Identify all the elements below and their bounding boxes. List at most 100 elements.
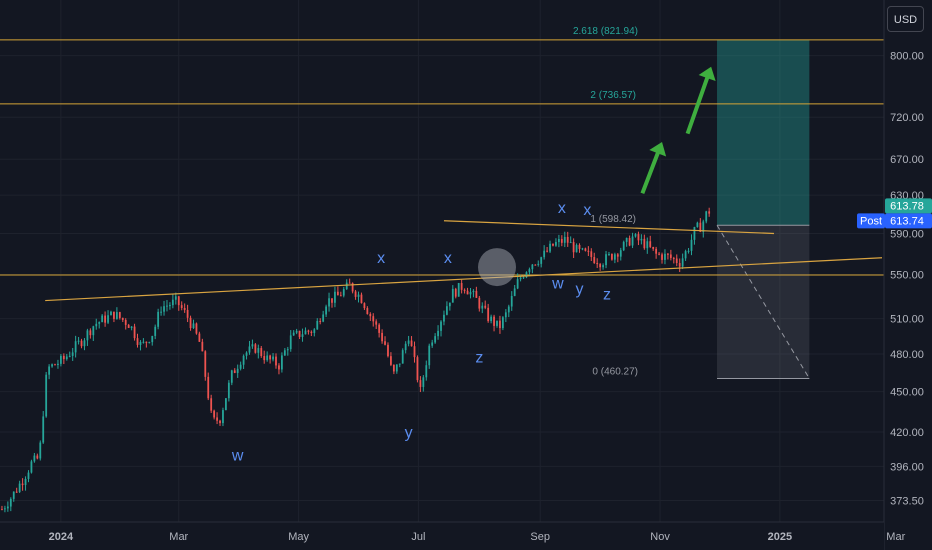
wave-label: z: [603, 286, 611, 303]
candle-body: [387, 344, 389, 357]
candle-body: [375, 321, 378, 325]
candle-body: [286, 349, 289, 351]
fib-label: 2 (736.57): [590, 90, 636, 101]
annotations: 2.618 (821.94) 2 (736.57) 1 (598.42) 0 (460…: [231, 26, 716, 464]
position-box: [716, 39, 810, 380]
candle-body: [466, 290, 469, 295]
candle-body: [186, 309, 189, 318]
wave-label: z: [475, 350, 483, 367]
candle-body: [207, 376, 210, 399]
candle-body: [446, 306, 448, 315]
candle-body: [611, 253, 613, 260]
candle-body: [378, 324, 381, 333]
candle-body: [667, 253, 669, 255]
candle-body: [490, 316, 493, 322]
candle-body: [30, 461, 33, 473]
candle-body: [693, 226, 696, 240]
candle-body: [549, 243, 551, 252]
candle-body: [499, 320, 501, 329]
candle-body: [280, 355, 283, 370]
candle-body: [278, 365, 280, 370]
y-tick-label: 720.00: [890, 112, 924, 124]
candle-body: [575, 244, 578, 253]
projection-dashed-line: [716, 224, 810, 379]
fib-label: 0 (460.27): [592, 367, 638, 378]
candle-body: [160, 311, 162, 313]
y-axis-background: [884, 0, 932, 550]
candle-body: [593, 257, 596, 264]
candle-body: [92, 326, 95, 336]
candle-body: [437, 330, 439, 337]
candle-body: [289, 335, 292, 350]
wave-label: w: [231, 447, 244, 464]
wave-label: w: [551, 275, 564, 292]
candle-body: [127, 324, 130, 328]
candle-body: [664, 253, 666, 260]
candle-body: [475, 290, 478, 298]
candle-body: [98, 322, 101, 324]
currency-button[interactable]: USD: [887, 6, 924, 32]
candle-body: [104, 315, 106, 323]
candle-body: [124, 319, 127, 325]
candle-body: [443, 314, 445, 322]
x-tick-label: Nov: [650, 531, 670, 543]
candle-body: [440, 321, 442, 331]
candle-body: [39, 442, 42, 459]
candle-body: [513, 288, 516, 296]
y-tick-label: 550.00: [890, 269, 924, 281]
candle-body: [345, 282, 348, 290]
candle-body: [522, 277, 525, 279]
y-tick-label: 590.00: [890, 228, 924, 240]
candle-body: [384, 341, 386, 345]
candle-body: [171, 299, 174, 306]
candle-body: [351, 283, 354, 292]
candle-body: [6, 506, 9, 509]
candle-body: [216, 417, 218, 421]
candle-body: [448, 302, 451, 307]
candle-body: [625, 237, 628, 242]
candle-body: [54, 364, 56, 366]
candle-body: [566, 236, 569, 243]
stop-zone: [717, 225, 810, 379]
candle-body: [307, 330, 310, 332]
candle-body: [219, 420, 221, 424]
candle-body: [590, 251, 593, 258]
candle-body: [236, 368, 239, 373]
candle-body: [4, 508, 6, 510]
candle-body: [552, 243, 554, 246]
candle-body: [313, 329, 316, 333]
candle-body: [254, 344, 257, 353]
candle-body: [68, 355, 71, 357]
candle-body: [528, 269, 531, 273]
candle-body: [543, 250, 546, 258]
candle-body: [360, 294, 363, 304]
candle-body: [130, 326, 133, 328]
candle-body: [12, 491, 15, 499]
candle-body: [407, 340, 410, 344]
candle-body: [15, 491, 18, 493]
candle-body: [83, 340, 86, 347]
candle-body: [257, 348, 260, 353]
candle-body: [71, 352, 74, 356]
trendline: [45, 257, 883, 302]
highlight-circle: [478, 248, 517, 287]
candle-body: [687, 250, 690, 252]
candle-body: [369, 314, 372, 317]
candle-body: [272, 356, 274, 360]
candle-body: [266, 355, 269, 361]
candle-body: [51, 364, 53, 367]
candle-body: [101, 315, 104, 323]
last-price-tag: [885, 198, 932, 214]
fibonacci-lines: [0, 39, 884, 276]
candle-body: [534, 264, 537, 266]
candle-body: [413, 346, 416, 358]
candle-body: [419, 380, 422, 387]
candle-body: [298, 330, 301, 337]
candle-body: [705, 211, 708, 222]
candle-body: [675, 258, 678, 264]
candle-body: [80, 340, 83, 347]
post-price-tag: [885, 213, 932, 229]
candle-body: [233, 370, 236, 373]
candle-body: [65, 356, 68, 360]
